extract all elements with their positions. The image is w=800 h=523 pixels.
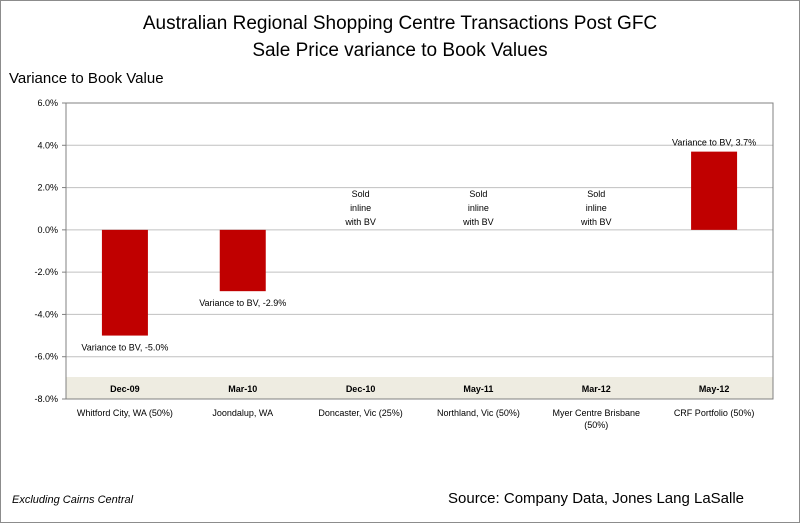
- y-tick-label: 4.0%: [37, 140, 58, 150]
- chart-title-line2: Sale Price variance to Book Values: [252, 40, 548, 61]
- category-label: Myer Centre Brisbane: [552, 408, 640, 418]
- y-tick-label: 2.0%: [37, 183, 58, 193]
- chart-title-line1: Australian Regional Shopping Centre Tran…: [142, 13, 658, 34]
- y-tick-label: -2.0%: [34, 267, 58, 277]
- y-tick-label: -8.0%: [34, 394, 58, 404]
- date-band: [66, 377, 773, 399]
- footnote: Excluding Cairns Central: [12, 494, 134, 506]
- bar: [101, 229, 148, 336]
- plot-area: [65, 102, 774, 400]
- date-label: Mar-12: [582, 384, 611, 394]
- data-label: with BV: [580, 217, 612, 227]
- bar: [691, 151, 738, 230]
- date-label: Mar-10: [228, 384, 257, 394]
- bar: [219, 229, 266, 292]
- data-label: Sold: [587, 189, 605, 199]
- category-label: (50%): [584, 420, 608, 430]
- category-label: Joondalup, WA: [212, 408, 273, 418]
- source-note: Source: Company Data, Jones Lang LaSalle: [448, 490, 745, 507]
- category-label: Whitford City, WA (50%): [77, 408, 173, 418]
- data-label: with BV: [462, 217, 494, 227]
- date-label: May-12: [699, 384, 730, 394]
- data-label: Variance to BV, 3.7%: [672, 138, 756, 148]
- data-label: Sold: [469, 189, 487, 199]
- category-label: Doncaster, Vic (25%): [318, 408, 402, 418]
- data-label: Variance to BV, -2.9%: [199, 298, 286, 308]
- y-tick-label: 6.0%: [37, 98, 58, 108]
- y-tick-label: -6.0%: [34, 352, 58, 362]
- data-label: inline: [468, 203, 489, 213]
- date-label: Dec-10: [346, 384, 376, 394]
- data-label: Sold: [352, 189, 370, 199]
- data-label: with BV: [344, 217, 376, 227]
- data-label: inline: [350, 203, 371, 213]
- y-tick-label: 0.0%: [37, 225, 58, 235]
- y-axis-label: Variance to Book Value: [9, 70, 164, 87]
- date-label: May-11: [463, 384, 493, 394]
- y-tick-label: -4.0%: [34, 309, 58, 319]
- category-label: Northland, Vic (50%): [437, 408, 520, 418]
- date-label: Dec-09: [110, 384, 140, 394]
- data-label: inline: [586, 203, 607, 213]
- data-label: Variance to BV, -5.0%: [81, 343, 168, 353]
- category-label: CRF Portfolio (50%): [674, 408, 755, 418]
